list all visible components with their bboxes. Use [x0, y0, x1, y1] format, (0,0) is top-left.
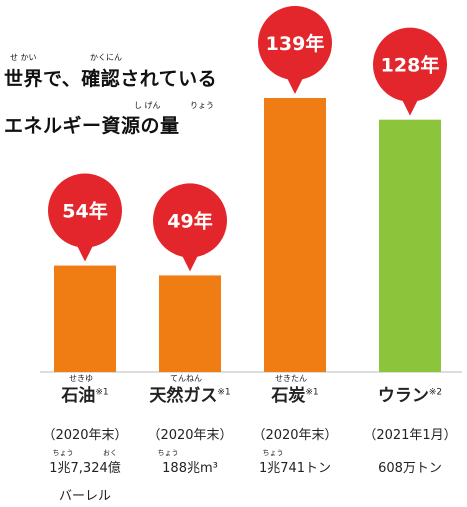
category-reserves-2: 1兆741トン — [258, 461, 332, 476]
value-marker-circle-3 — [373, 27, 447, 102]
category-period-1: （2020年末） — [147, 428, 233, 443]
value-marker-circle-0 — [48, 173, 122, 248]
reserves-ruby-a-2: ちょう — [262, 449, 284, 457]
chart-title-line1: 世界で、確認されている — [4, 68, 218, 90]
category-name-0: 石油 — [61, 386, 96, 406]
reserves-ruby-a-1: ちょう — [157, 449, 179, 457]
value-marker-0: 54年 — [48, 173, 122, 262]
bar-0 — [54, 265, 116, 372]
reserves-ruby-a-0: ちょう — [52, 449, 74, 457]
value-marker-circle-1 — [153, 183, 227, 258]
value-marker-circle-2 — [258, 6, 332, 80]
value-label-3: 128年 — [381, 54, 440, 77]
category-label-3: ウラン※2 — [378, 381, 442, 406]
category-reserves-0: 1兆7,324億 — [49, 461, 121, 476]
value-label-2: 139年 — [266, 32, 325, 55]
category-note-3: ※2 — [428, 387, 443, 398]
category-note-2: ※1 — [305, 387, 319, 398]
category-ruby-1: てんねん — [170, 374, 202, 383]
value-marker-3: 128年 — [373, 27, 447, 116]
value-marker-2: 139年 — [258, 6, 332, 94]
category-period-2: （2020年末） — [252, 428, 338, 443]
category-note-1: ※1 — [217, 387, 231, 398]
category-label-1: 天然ガス※1 — [149, 381, 230, 406]
title-ruby-ryou: りょう — [190, 101, 214, 110]
category-label-0: 石油※1 — [61, 381, 108, 406]
category-reserves-unit-0: バーレル — [58, 489, 112, 504]
category-ruby-0: せきゆ — [69, 374, 93, 383]
category-name-2: 石炭 — [271, 386, 306, 406]
category-name-3: ウラン — [377, 386, 429, 406]
category-reserves-3: 608万トン — [378, 461, 442, 476]
title-ruby-kakunin: かくにん — [90, 53, 122, 62]
value-marker-1: 49年 — [153, 183, 227, 272]
category-name-1: 天然ガス — [149, 386, 218, 406]
bar-3 — [379, 119, 441, 372]
value-label-0: 54年 — [62, 200, 107, 223]
category-reserves-1: 188兆m³ — [162, 461, 218, 476]
bar-1 — [159, 275, 221, 372]
reserves-ruby-b-0: おく — [103, 449, 117, 457]
category-note-0: ※1 — [95, 387, 109, 398]
category-period-0: （2020年末） — [42, 428, 128, 443]
category-label-2: 石炭※1 — [271, 381, 318, 406]
value-label-1: 49年 — [167, 209, 212, 232]
bar-2 — [264, 98, 326, 372]
chart-title-line2: エネルギー資源の量 — [4, 115, 180, 137]
title-ruby-sekai: せ かい — [10, 53, 37, 62]
category-ruby-2: せきたん — [275, 374, 307, 383]
category-period-3: （2021年1月） — [363, 428, 457, 443]
title-ruby-shigen: し げん — [134, 101, 161, 110]
